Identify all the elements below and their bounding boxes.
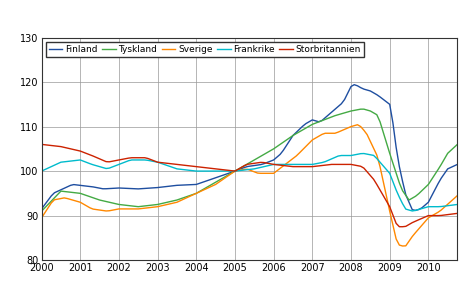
Frankrike [313, 162, 318, 166]
Finland [352, 83, 357, 86]
Storbritannien [313, 164, 318, 168]
Legend: Finland, Tyskland, Sverige, Frankrike, Storbritannien: Finland, Tyskland, Sverige, Frankrike, S… [46, 42, 364, 57]
Line: Storbritannien: Storbritannien [42, 144, 457, 227]
Frankrike [39, 169, 44, 173]
Sverige [216, 181, 222, 184]
Sverige [400, 244, 405, 248]
Line: Finland: Finland [42, 85, 457, 210]
Sverige [345, 126, 351, 130]
Tyskland [39, 210, 44, 213]
Frankrike [216, 169, 222, 173]
Storbritannien [39, 143, 44, 146]
Finland [152, 186, 157, 190]
Storbritannien [455, 212, 460, 215]
Sverige [355, 123, 360, 127]
Storbritannien [255, 161, 260, 164]
Tyskland [255, 156, 260, 160]
Storbritannien [365, 170, 370, 174]
Line: Frankrike: Frankrike [42, 153, 457, 211]
Storbritannien [345, 163, 351, 166]
Frankrike [345, 154, 351, 157]
Line: Sverige: Sverige [42, 125, 457, 246]
Tyskland [345, 110, 351, 114]
Tyskland [216, 179, 222, 182]
Frankrike [368, 153, 373, 157]
Tyskland [361, 108, 367, 111]
Finland [255, 163, 260, 167]
Tyskland [313, 121, 318, 125]
Storbritannien [152, 159, 157, 163]
Storbritannien [216, 168, 222, 171]
Finland [313, 119, 318, 123]
Frankrike [255, 166, 260, 170]
Line: Tyskland: Tyskland [42, 109, 457, 211]
Frankrike [409, 209, 415, 213]
Sverige [455, 194, 460, 197]
Frankrike [455, 203, 460, 206]
Sverige [313, 136, 318, 140]
Sverige [39, 216, 44, 220]
Tyskland [368, 109, 373, 113]
Finland [216, 175, 222, 178]
Finland [368, 89, 373, 93]
Tyskland [152, 203, 157, 207]
Sverige [255, 171, 260, 175]
Frankrike [152, 160, 157, 163]
Finland [345, 91, 351, 95]
Finland [455, 163, 460, 166]
Frankrike [361, 152, 367, 155]
Finland [39, 207, 44, 211]
Sverige [152, 205, 157, 209]
Tyskland [455, 143, 460, 146]
Finland [413, 209, 418, 212]
Sverige [368, 140, 373, 143]
Storbritannien [396, 225, 402, 228]
